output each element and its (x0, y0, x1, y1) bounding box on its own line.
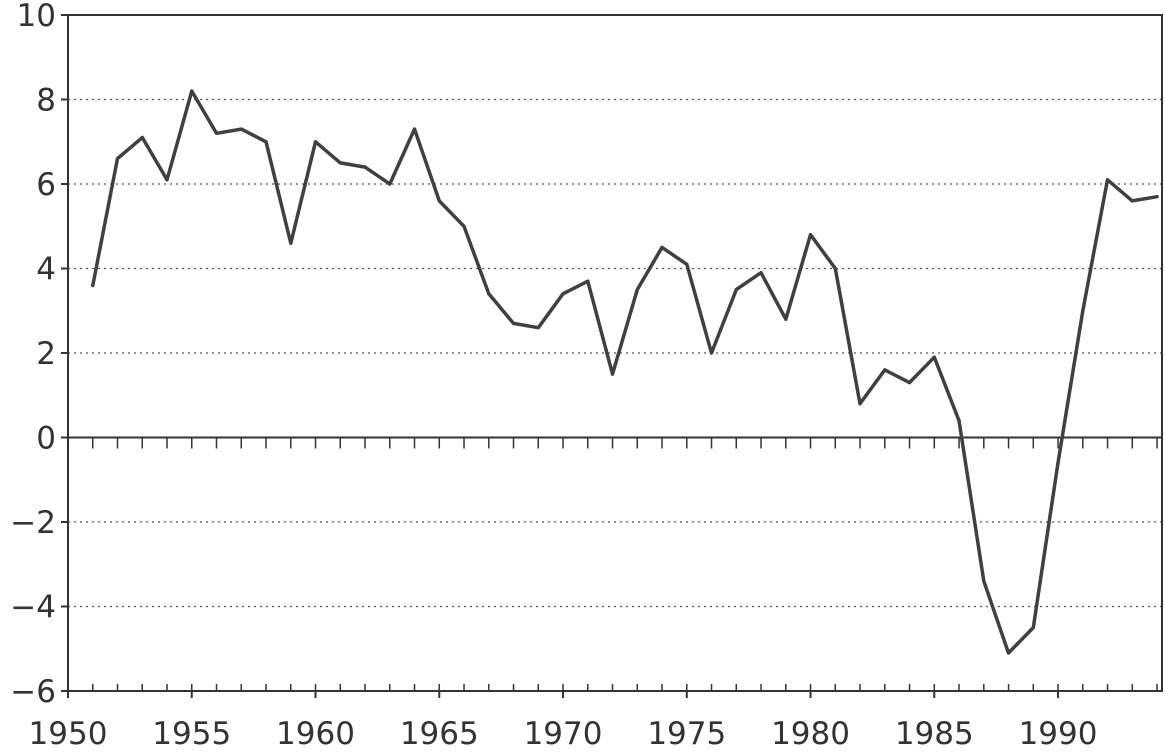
data-point (1006, 651, 1011, 655)
x-tick-label: 1965 (400, 716, 479, 748)
data-point (932, 355, 936, 359)
x-tick-label: 1950 (29, 716, 108, 748)
data-point (709, 351, 714, 355)
data-point (808, 233, 813, 237)
data-point (338, 161, 342, 165)
data-point (289, 241, 293, 245)
data-point (487, 292, 491, 296)
data-point (239, 127, 243, 131)
series-line (91, 89, 1159, 655)
data-point (165, 178, 169, 182)
y-tick-label: −4 (10, 590, 56, 626)
data-point (784, 317, 788, 321)
data-point (313, 140, 318, 144)
data-point (190, 89, 194, 93)
y-tick-label: 6 (36, 167, 56, 203)
y-tick-label: −2 (10, 505, 56, 541)
y-tick-label: 4 (36, 252, 56, 288)
y-tick-label: 10 (17, 0, 56, 34)
data-point (1056, 461, 1060, 465)
data-point (907, 380, 912, 385)
data-point (957, 419, 961, 423)
data-point (833, 266, 837, 271)
x-tick-label: 1955 (152, 716, 231, 748)
x-tick-label: 1970 (524, 716, 603, 748)
data-point (412, 127, 417, 131)
data-point (586, 279, 590, 283)
data-point (91, 283, 95, 287)
data-point (858, 402, 862, 406)
data-point (536, 326, 540, 330)
data-point (734, 288, 738, 292)
data-point (115, 157, 120, 161)
x-tick-label: 1960 (276, 716, 355, 748)
data-point (363, 165, 367, 169)
data-point (685, 262, 689, 266)
data-point (1130, 199, 1134, 203)
data-point (437, 199, 441, 203)
data-point (511, 321, 516, 326)
gridlines (68, 98, 1162, 608)
axes (61, 14, 1163, 698)
data-point (759, 271, 763, 275)
data-point (883, 368, 887, 372)
data-point (1155, 195, 1159, 199)
series (91, 89, 1159, 655)
data-point (1105, 178, 1110, 182)
data-point (1031, 626, 1035, 630)
x-tick-label: 1990 (1019, 716, 1098, 748)
x-tick-label: 1980 (771, 716, 850, 748)
data-point (264, 140, 268, 144)
data-point (388, 182, 392, 186)
y-tick-label: 2 (36, 336, 56, 372)
x-tick-label: 1985 (895, 716, 974, 748)
data-point (660, 245, 664, 249)
data-point (610, 372, 615, 376)
data-point (561, 292, 565, 296)
data-point (214, 131, 219, 135)
data-point (982, 579, 986, 583)
data-point (1081, 309, 1085, 313)
x-tick-label: 1975 (647, 716, 726, 748)
y-tick-label: 8 (36, 83, 56, 119)
data-point (635, 288, 639, 292)
y-tick-label: 0 (36, 421, 56, 457)
tick-labels: 10 8 6 4 2 0 −2 −4 −6 1950 1955 1960 1965 1970 1975 198… (10, 0, 1098, 752)
data-point (140, 135, 144, 140)
data-point (462, 224, 466, 228)
y-tick-label: −6 (10, 674, 56, 710)
